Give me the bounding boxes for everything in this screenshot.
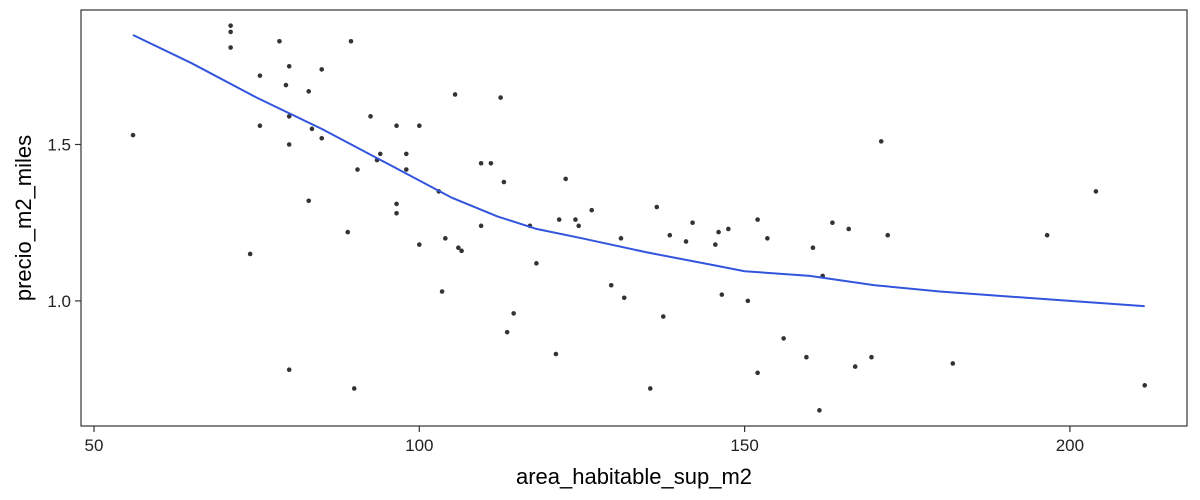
- data-point: [286, 142, 292, 147]
- data-point: [745, 298, 751, 304]
- data-point: [852, 364, 858, 369]
- data-point: [726, 226, 731, 232]
- data-point: [286, 64, 292, 69]
- data-point: [504, 329, 510, 335]
- data-point: [417, 123, 422, 129]
- data-point: [660, 314, 666, 319]
- data-points: [130, 23, 1148, 413]
- data-point: [228, 29, 233, 35]
- data-point: [228, 23, 233, 28]
- data-point: [810, 245, 816, 251]
- data-point: [576, 223, 581, 229]
- data-point: [257, 73, 263, 78]
- data-point: [488, 160, 494, 166]
- data-point: [286, 367, 292, 372]
- data-point: [478, 160, 484, 166]
- data-point: [306, 198, 312, 204]
- data-point: [501, 179, 507, 185]
- data-point: [257, 123, 263, 129]
- data-point: [647, 386, 653, 391]
- data-point: [452, 92, 458, 97]
- data-point: [804, 354, 809, 360]
- y-tick-label: 1.5: [47, 135, 71, 154]
- x-tick-label: 200: [1056, 436, 1084, 455]
- plot-frame: [80, 9, 1188, 427]
- x-tick-label: 100: [405, 436, 433, 455]
- data-point: [319, 135, 325, 141]
- data-point: [713, 242, 718, 247]
- data-point: [618, 236, 624, 241]
- data-point: [846, 226, 851, 232]
- data-point: [830, 220, 835, 225]
- data-point: [478, 223, 484, 229]
- data-point: [498, 95, 503, 100]
- data-point: [306, 89, 312, 94]
- data-point: [869, 354, 874, 360]
- data-point: [130, 132, 136, 138]
- data-point: [355, 167, 360, 172]
- data-point: [1044, 232, 1050, 238]
- data-point: [573, 217, 578, 222]
- data-point: [319, 67, 325, 72]
- data-point: [690, 220, 695, 225]
- data-point: [348, 38, 354, 44]
- y-tick-label: 1.0: [47, 292, 71, 311]
- data-point: [368, 114, 373, 119]
- data-point: [277, 38, 282, 44]
- data-point: [556, 217, 562, 222]
- data-point: [439, 289, 445, 294]
- x-axis-ticks: 50 100 150 200: [85, 426, 1084, 455]
- data-point: [654, 204, 660, 210]
- data-point: [511, 311, 516, 316]
- data-point: [950, 361, 956, 366]
- data-point: [1093, 189, 1099, 194]
- smooth-trend-line: [132, 34, 1145, 308]
- data-point: [534, 261, 539, 266]
- data-point: [719, 292, 725, 297]
- data-point: [247, 251, 253, 257]
- data-point: [589, 207, 595, 213]
- data-point: [394, 211, 399, 216]
- data-point: [683, 239, 689, 244]
- data-point: [403, 151, 409, 157]
- x-tick-label: 50: [85, 436, 104, 455]
- y-axis-title: precio_m2_miles: [11, 135, 36, 301]
- data-point: [228, 45, 233, 50]
- data-point: [781, 336, 786, 341]
- y-axis-ticks: 1.0 1.5: [47, 135, 81, 311]
- data-point: [351, 386, 357, 391]
- data-point: [345, 229, 351, 235]
- data-point: [443, 236, 448, 241]
- data-point: [878, 139, 884, 144]
- data-point: [283, 82, 289, 88]
- x-axis-title: area_habitable_sup_m2: [516, 464, 752, 489]
- data-point: [417, 242, 422, 247]
- data-point: [309, 126, 315, 132]
- data-point: [885, 232, 891, 238]
- data-point: [394, 201, 399, 207]
- data-point: [403, 167, 409, 172]
- data-point: [563, 176, 568, 182]
- data-point: [755, 370, 760, 376]
- data-point: [817, 408, 822, 413]
- data-point: [394, 123, 399, 129]
- data-point: [1142, 383, 1148, 388]
- data-point: [456, 245, 461, 251]
- data-point: [621, 295, 627, 301]
- data-point: [765, 236, 770, 241]
- data-point: [286, 114, 292, 119]
- data-point: [553, 351, 559, 357]
- data-point: [716, 229, 721, 235]
- data-point: [755, 217, 760, 222]
- data-point: [608, 282, 614, 288]
- x-tick-label: 150: [730, 436, 758, 455]
- data-point: [459, 248, 464, 254]
- data-point: [377, 151, 383, 157]
- data-point: [667, 232, 673, 238]
